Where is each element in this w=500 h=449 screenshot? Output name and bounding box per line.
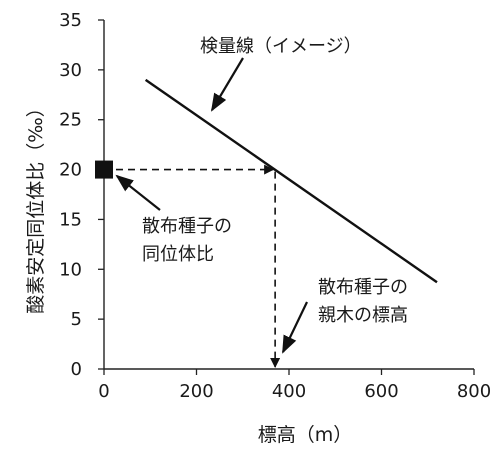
- isotope-ratio-marker: [95, 160, 113, 179]
- y-tick-label: 30: [59, 60, 82, 81]
- axes: [103, 20, 474, 370]
- y-tick-label: 0: [71, 359, 82, 380]
- x-axis-title: 標高（m）: [258, 424, 353, 446]
- x-tick-label: 200: [179, 381, 213, 402]
- tick-labels: 0 200 400 600 800 0 5 10 15 20 25 30 35: [59, 10, 491, 402]
- y-tick-label: 25: [59, 110, 82, 131]
- marker-label-line2: 同位体比: [142, 244, 214, 265]
- ticks: [98, 19, 475, 375]
- result-label-pointer: [282, 301, 308, 354]
- guides: [95, 57, 308, 368]
- result-label-line2: 親木の標高: [318, 305, 408, 326]
- calibration-line: [144, 78, 438, 284]
- result-label-line1: 散布種子の: [318, 277, 408, 298]
- y-tick-label: 15: [59, 209, 82, 230]
- y-axis-title: 酸素安定同位体比（‰）: [25, 98, 47, 314]
- curve-label: 検量線（イメージ）: [200, 36, 362, 57]
- y-tick-label: 20: [59, 160, 82, 181]
- x-tick-label: 600: [364, 381, 398, 402]
- marker-label-pointer: [115, 174, 161, 211]
- x-tick-label: 400: [272, 381, 306, 402]
- y-tick-label: 5: [71, 309, 82, 330]
- y-tick-label: 10: [59, 259, 82, 280]
- x-tick-label: 800: [457, 381, 491, 402]
- series-layer: [144, 78, 438, 284]
- x-tick-label: 0: [98, 381, 109, 402]
- curve-label-pointer: [210, 57, 244, 112]
- marker-label-line1: 散布種子の: [142, 216, 232, 237]
- y-tick-label: 35: [59, 10, 82, 31]
